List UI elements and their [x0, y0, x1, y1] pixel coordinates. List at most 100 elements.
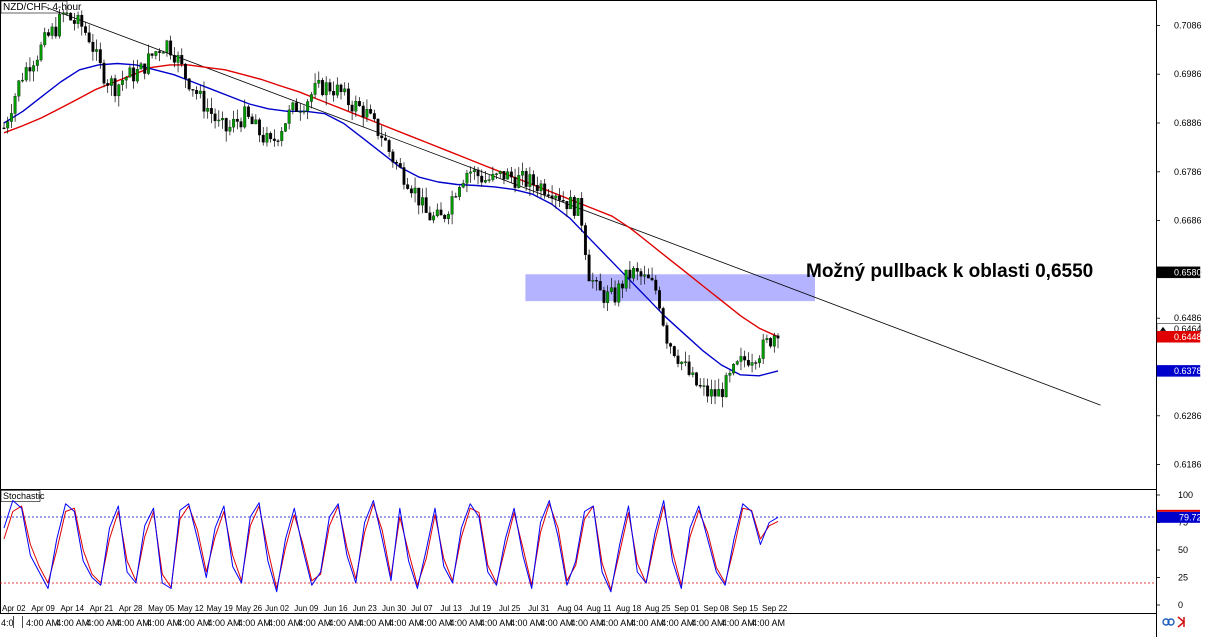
- candle-body: [154, 51, 158, 56]
- candle-body: [21, 79, 24, 82]
- price-tag-label: 0.6464: [1174, 324, 1202, 334]
- price-tag-bg: [1156, 365, 1201, 377]
- candle-body: [713, 389, 717, 397]
- candle-body: [706, 385, 710, 397]
- x-date-label: Apr 14: [60, 604, 84, 613]
- candle: [17, 80, 21, 102]
- candle: [339, 83, 343, 100]
- x-date-label: Jun 30: [382, 604, 407, 613]
- x-date-label: Apr 21: [90, 604, 114, 613]
- candle: [372, 109, 376, 122]
- candle: [165, 39, 169, 57]
- candle: [21, 72, 24, 83]
- candle-body: [339, 84, 343, 93]
- candle-body: [184, 63, 187, 79]
- candle: [106, 79, 110, 93]
- candle: [358, 97, 361, 107]
- candle: [332, 81, 336, 102]
- candle: [346, 82, 350, 112]
- pullback-zone: [525, 274, 815, 302]
- x-time-label: 4:00 AM: [268, 618, 301, 628]
- candle-body: [124, 77, 128, 81]
- candle: [43, 27, 47, 48]
- candle-body: [128, 67, 132, 78]
- y-tick-label: 0.7086: [1174, 20, 1202, 30]
- candle: [84, 21, 87, 36]
- candle: [558, 188, 561, 208]
- candle: [732, 363, 736, 376]
- candle-body: [450, 196, 454, 215]
- candle-body: [132, 67, 136, 82]
- candle: [376, 118, 380, 140]
- candle-body: [687, 361, 691, 375]
- candle-body: [258, 119, 261, 136]
- candle: [746, 352, 750, 368]
- candle-body: [6, 121, 10, 129]
- candle-body: [435, 209, 439, 217]
- candle: [24, 62, 28, 82]
- candle-body: [291, 102, 295, 111]
- candle-body: [758, 358, 761, 364]
- candle: [569, 190, 573, 210]
- candle-body: [372, 113, 376, 120]
- candle: [624, 269, 628, 292]
- candle: [465, 169, 469, 193]
- x-time-label: 4:00 AM: [389, 618, 422, 628]
- candle: [87, 24, 91, 44]
- candle: [117, 83, 121, 107]
- candle: [387, 138, 391, 157]
- candle-body: [624, 269, 628, 289]
- candle: [13, 93, 17, 122]
- candle-body: [650, 277, 654, 281]
- candle: [224, 117, 228, 142]
- candle-body: [565, 201, 569, 210]
- x-time-label: 4:00 AM: [722, 618, 755, 628]
- candle: [284, 123, 287, 132]
- candle: [521, 162, 524, 186]
- candle: [424, 187, 428, 214]
- candle-body: [365, 109, 369, 118]
- price-tag-label: 0.6378: [1174, 366, 1202, 376]
- candle: [428, 206, 432, 221]
- candle: [632, 266, 636, 282]
- candle-body: [13, 95, 17, 114]
- candle-body: [50, 26, 54, 36]
- up-arrow-icon: [1160, 326, 1166, 331]
- candle: [509, 166, 513, 184]
- candle: [239, 117, 243, 133]
- x-time-label: 4:00 AM: [752, 618, 785, 628]
- candle: [154, 50, 158, 60]
- candle: [124, 75, 128, 89]
- link-icon[interactable]: [1162, 618, 1175, 626]
- candle-body: [269, 133, 273, 140]
- candle: [661, 306, 665, 328]
- candle-body: [180, 55, 184, 65]
- candle-body: [102, 62, 106, 84]
- candle-body: [717, 389, 721, 397]
- candle-body: [95, 49, 99, 52]
- candle-body: [550, 195, 554, 199]
- x-date-label: May 12: [177, 604, 204, 613]
- stochastic-tick-label: 0: [1178, 600, 1183, 610]
- candle-body: [261, 134, 265, 143]
- candle: [206, 98, 210, 119]
- price-tag: 0.6448: [1156, 330, 1202, 343]
- candle: [354, 95, 358, 117]
- candle-body: [654, 279, 658, 291]
- x-date-label: Apr 09: [31, 604, 55, 613]
- candle-body: [87, 32, 91, 43]
- x-date-label: Jul 13: [440, 604, 462, 613]
- candle-body: [46, 32, 50, 36]
- candle: [754, 360, 758, 370]
- candle: [302, 105, 306, 115]
- candle-body: [328, 82, 332, 92]
- stochastic-tick-label: 50: [1178, 545, 1188, 555]
- scroll-right-icon[interactable]: [1177, 616, 1186, 628]
- candle-body: [224, 118, 228, 132]
- candle: [221, 111, 224, 129]
- candle: [580, 192, 584, 233]
- candle-body: [609, 287, 613, 292]
- candle-body: [2, 127, 6, 130]
- candle: [606, 285, 610, 312]
- x-date-label: Aug 25: [645, 604, 671, 613]
